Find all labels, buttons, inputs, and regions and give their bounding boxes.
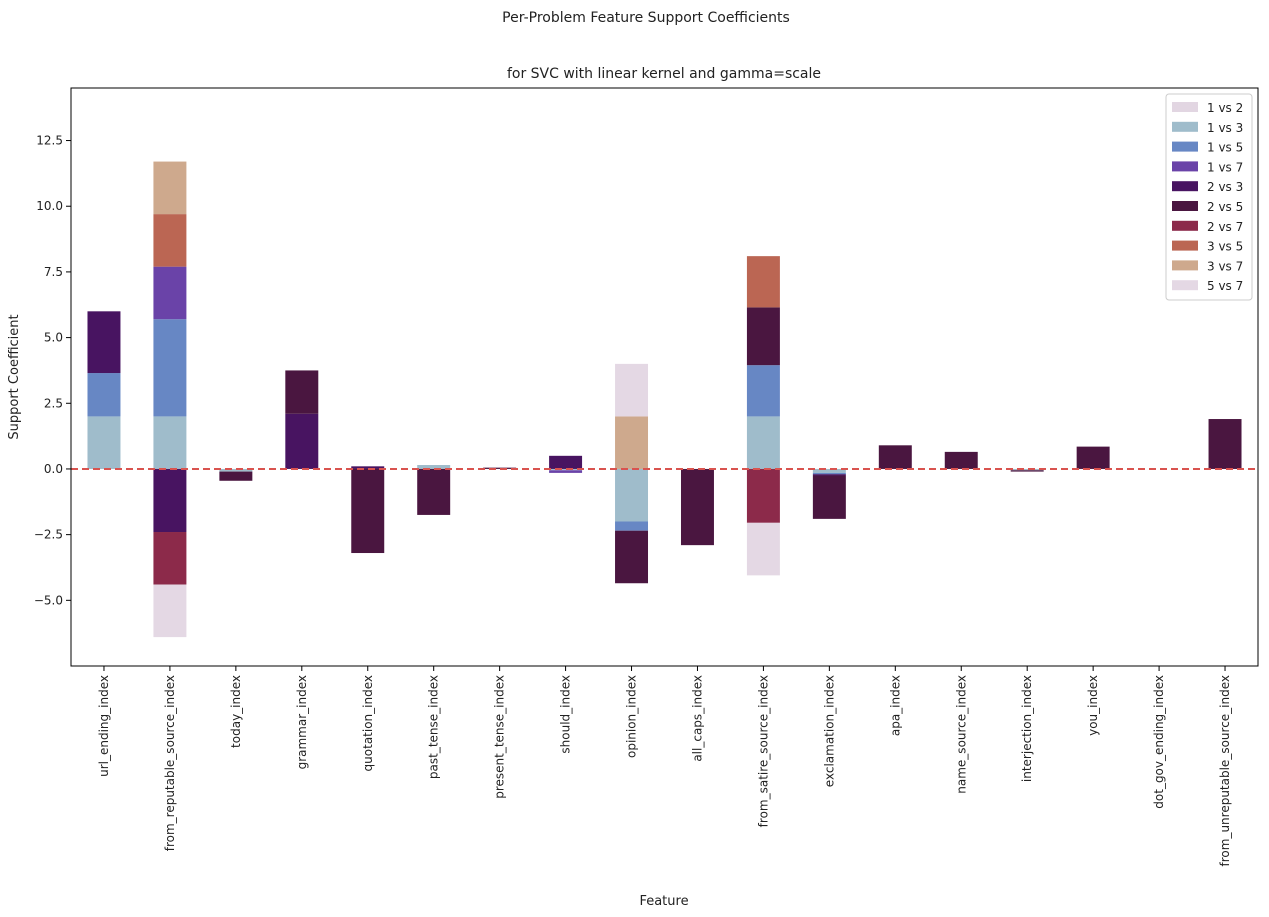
plot-area: −5.0 −2.5 0.0 2.5 5.0 7.5 10.0 12.5 url_ending_i… [34,134,1258,866]
bar-segment [87,311,121,374]
legend-swatch [1172,201,1198,211]
bar-segment [746,256,780,308]
x-tick-label: exclamation_index [822,675,836,787]
x-tick-label: grammar_index [295,675,309,769]
bar-segment [746,522,780,576]
x-tick-label: dot_gov_ending_index [1152,675,1166,809]
bar-segment [153,214,187,267]
axes-frame [70,87,1259,667]
bar-segment [87,373,121,417]
bar-segment [615,416,649,469]
bar-segment [549,455,583,469]
bar-segment [153,532,187,585]
legend-swatch [1172,141,1198,152]
y-axis-label: Support Coefficient [7,314,22,439]
bar-segment [746,468,780,523]
bar-segment [483,467,517,469]
bar-segment [417,465,451,469]
legend-entry: 1 vs 3 [1207,121,1243,135]
bar-segment [746,416,780,469]
legend-entry: 2 vs 5 [1207,200,1243,214]
y-tick-label: 7.5 [44,265,63,279]
bar-segment [1208,419,1242,469]
y-tick-label: 5.0 [44,331,63,345]
legend-swatch [1172,121,1198,132]
y-tick-label: 2.5 [44,396,63,410]
legend-swatch [1172,240,1198,251]
legend-swatch [1172,102,1198,112]
legend-swatch [1172,181,1198,192]
bar-segment [417,468,451,515]
y-tick-label: 10.0 [36,199,63,213]
legend-swatch [1172,220,1198,231]
x-tick-label: you_index [1086,675,1100,736]
y-tick-label: −2.5 [34,528,63,542]
bar-segment [153,161,187,215]
bar-segment [351,468,385,554]
x-tick-label: present_tense_index [493,675,507,799]
bar-segment [1010,468,1044,471]
bar-segment [153,416,187,469]
x-tick-label: name_source_index [954,675,968,794]
bar-segment [615,530,649,584]
legend-entry: 3 vs 7 [1207,259,1243,273]
y-tick-label: −5.0 [34,593,63,607]
legend-entry: 3 vs 5 [1207,240,1243,254]
y-tick-label: 0.0 [44,462,63,476]
bar-segment [285,413,319,469]
bar-segment [680,468,714,546]
bar-segment [549,470,583,473]
bar-segment [746,365,780,417]
bar-segment [878,445,912,469]
x-tick-label: quotation_index [361,675,375,771]
legend-swatch [1172,280,1198,291]
x-tick-label: from_reputable_source_index [163,675,177,851]
x-axis-label: Feature [639,894,688,909]
x-tick-label: interjection_index [1020,675,1034,782]
x-tick-label: should_index [559,675,573,754]
x-tick-label: today_index [229,675,243,748]
bar-segment [153,266,187,320]
legend-swatch [1172,161,1198,172]
legend-entry: 2 vs 3 [1207,180,1243,194]
x-tick-label: opinion_index [625,675,639,758]
x-tick-label: from_unreputable_source_index [1218,675,1232,866]
bar-segment [812,472,846,475]
bar-segment [1076,446,1110,469]
bar-segment [944,451,978,469]
bar-segment [219,468,253,472]
bar-segment [87,416,121,469]
bar-segment [615,521,649,531]
chart-title: for SVC with linear kernel and gamma=sca… [507,66,821,82]
legend-entry: 1 vs 7 [1207,160,1243,174]
legend-swatch [1172,260,1198,271]
bar-segment [812,474,846,476]
y-tick-label: 12.5 [36,134,63,148]
bar-segment [549,468,583,471]
bar-segment [615,363,649,417]
legend-entry: 2 vs 7 [1207,220,1243,234]
x-tick-label: url_ending_index [97,675,111,777]
x-tick-label: all_caps_index [690,675,704,762]
bar-segment [219,471,253,481]
legend-entry: 1 vs 5 [1207,141,1243,155]
chart-suptitle: Per-Problem Feature Support Coefficients [502,10,790,26]
bar-segment [153,468,187,533]
bar-segment [153,319,187,417]
bar-segment [285,370,319,414]
bar-segment [812,475,846,519]
bar-segment [153,584,187,638]
legend-entry: 5 vs 7 [1207,279,1243,293]
legend: 1 vs 2 1 vs 3 1 vs 5 1 vs 7 2 vs 3 2 vs 5 2 vs… [1165,93,1253,301]
bar-segment [812,468,846,473]
x-tick-label: from_satire_source_index [756,675,770,827]
legend-entry: 1 vs 2 [1207,101,1243,115]
bar-segment [351,466,385,469]
bar-segment [615,468,649,522]
bar-segment [1010,470,1044,472]
bar-segment [746,307,780,366]
x-tick-label: past_tense_index [427,675,441,779]
x-tick-label: apa_index [888,675,902,736]
